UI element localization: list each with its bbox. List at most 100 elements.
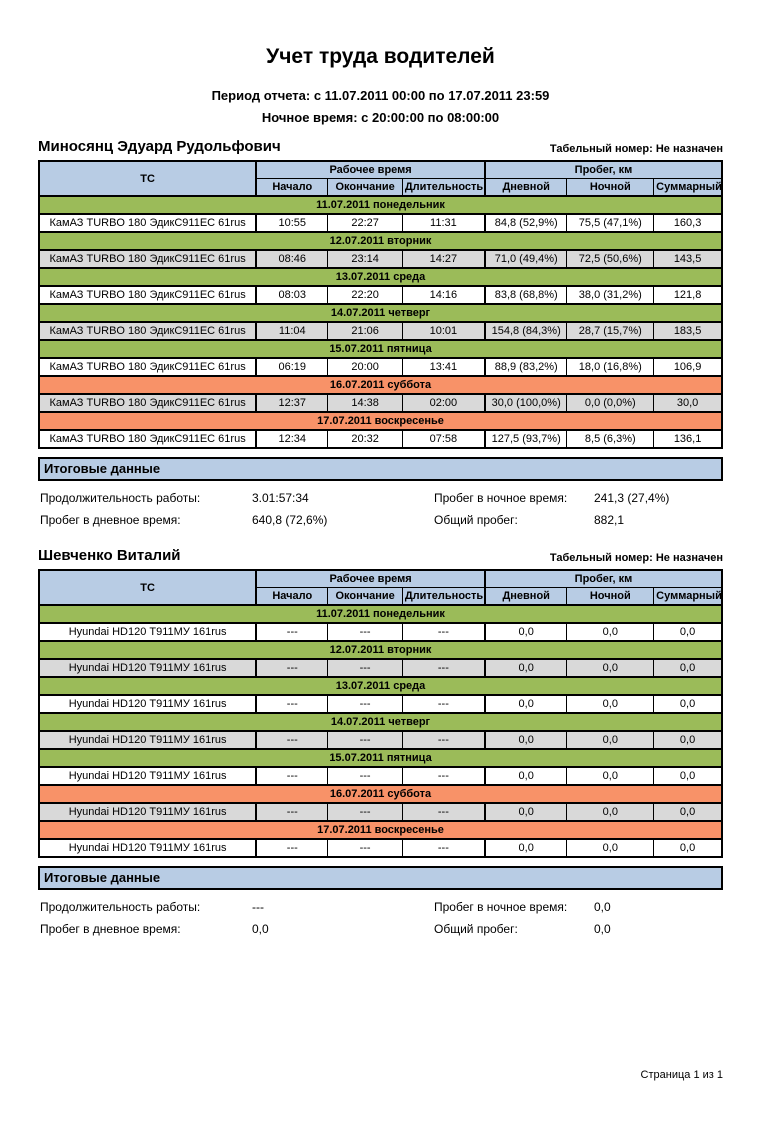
cell-day: 154,8 (84,3%): [483, 321, 568, 341]
cell-night: 0,0 (0,0%): [566, 393, 655, 413]
cell-duration: ---: [401, 730, 486, 750]
day-band-label: 11.07.2011 понедельник: [38, 604, 723, 624]
col-header-duration: Длительность: [401, 178, 486, 197]
cell-day: 0,0: [483, 658, 568, 678]
driver-work-table: ТС Рабочее время Пробег, км Начало Оконч…: [38, 160, 723, 449]
cell-vehicle: КамАЗ TURBO 180 ЭдикС911ЕС 61rus: [38, 213, 257, 233]
table-head: ТС Рабочее время Пробег, км Начало Оконч…: [38, 160, 723, 197]
vehicle-data-row: КамАЗ TURBO 180 ЭдикС911ЕС 61rus 12:34 20:…: [38, 429, 723, 449]
cell-night: 0,0: [566, 766, 655, 786]
group-header-mileage: Пробег, км: [483, 160, 723, 179]
cell-start: ---: [255, 766, 329, 786]
vehicle-data-row: КамАЗ TURBO 180 ЭдикС911ЕС 61rus 11:04 21:…: [38, 321, 723, 341]
cell-total: 183,5: [653, 321, 723, 341]
cell-duration: ---: [401, 622, 486, 642]
cell-total: 0,0: [653, 694, 723, 714]
col-header-start: Начало: [255, 587, 329, 606]
day-band-row: 13.07.2011 среда: [38, 676, 723, 696]
cell-start: 11:04: [255, 321, 329, 341]
cell-start: 12:37: [255, 393, 329, 413]
day-band-label: 12.07.2011 вторник: [38, 640, 723, 660]
page-title: Учет труда водителей: [266, 45, 495, 68]
cell-total: 136,1: [653, 429, 723, 449]
cell-night: 38,0 (31,2%): [566, 285, 655, 305]
summary-label-night-mileage: Пробег в ночное время:: [434, 491, 568, 505]
summary-label-total-mileage: Общий пробег:: [434, 922, 518, 936]
driver-header: Шевченко Виталий Табельный номер: Не наз…: [38, 547, 723, 564]
cell-day: 0,0: [483, 694, 568, 714]
col-header-day: Дневной: [483, 587, 568, 606]
cell-night: 18,0 (16,8%): [566, 357, 655, 377]
group-header-work-time: Рабочее время: [255, 160, 486, 179]
table-body: 11.07.2011 понедельник КамАЗ TURBO 180 Эд…: [38, 195, 723, 449]
cell-total: 0,0: [653, 622, 723, 642]
day-band-row: 15.07.2011 пятница: [38, 339, 723, 359]
summary-label-night-mileage: Пробег в ночное время:: [434, 900, 568, 914]
cell-vehicle: КамАЗ TURBO 180 ЭдикС911ЕС 61rus: [38, 429, 257, 449]
vehicle-data-row: Hyundai HD120 Т911МУ 161rus --- --- --- 0,0 0…: [38, 766, 723, 786]
day-band-row: 12.07.2011 вторник: [38, 640, 723, 660]
personnel-number: Табельный номер: Не назначен: [549, 143, 723, 155]
cell-duration: ---: [401, 838, 486, 858]
cell-day: 0,0: [483, 622, 568, 642]
cell-start: ---: [255, 838, 329, 858]
driver-work-table: ТС Рабочее время Пробег, км Начало Оконч…: [38, 569, 723, 858]
group-header-mileage: Пробег, км: [483, 569, 723, 588]
day-band-row: 17.07.2011 воскресенье: [38, 820, 723, 840]
day-band-label: 15.07.2011 пятница: [38, 339, 723, 359]
cell-total: 160,3: [653, 213, 723, 233]
cell-vehicle: КамАЗ TURBO 180 ЭдикС911ЕС 61rus: [38, 357, 257, 377]
cell-end: ---: [327, 838, 403, 858]
day-band-label: 12.07.2011 вторник: [38, 231, 723, 251]
day-band-row: 13.07.2011 среда: [38, 267, 723, 287]
cell-night: 0,0: [566, 802, 655, 822]
driver-section-2: Шевченко Виталий Табельный номер: Не наз…: [38, 547, 723, 936]
summary-label-day-mileage: Пробег в дневное время:: [40, 513, 181, 527]
cell-day: 0,0: [483, 730, 568, 750]
cell-total: 0,0: [653, 838, 723, 858]
cell-night: 0,0: [566, 658, 655, 678]
cell-total: 0,0: [653, 730, 723, 750]
col-header-total: Суммарный: [653, 178, 723, 197]
col-header-total: Суммарный: [653, 587, 723, 606]
day-band-row: 11.07.2011 понедельник: [38, 604, 723, 624]
cell-day: 30,0 (100,0%): [483, 393, 568, 413]
cell-start: 08:46: [255, 249, 329, 269]
cell-vehicle: Hyundai HD120 Т911МУ 161rus: [38, 730, 257, 750]
vehicle-data-row: Hyundai HD120 Т911МУ 161rus --- --- --- 0,0 0…: [38, 694, 723, 714]
cell-total: 30,0: [653, 393, 723, 413]
vehicle-data-row: КамАЗ TURBO 180 ЭдикС911ЕС 61rus 06:19 20:…: [38, 357, 723, 377]
day-band-label: 14.07.2011 четверг: [38, 303, 723, 323]
cell-end: ---: [327, 694, 403, 714]
cell-duration: ---: [401, 658, 486, 678]
day-band-row: 16.07.2011 суббота: [38, 375, 723, 395]
cell-night: 75,5 (47,1%): [566, 213, 655, 233]
day-band-label: 14.07.2011 четверг: [38, 712, 723, 732]
cell-start: ---: [255, 658, 329, 678]
cell-end: ---: [327, 658, 403, 678]
summary-label-work-duration: Продолжительность работы:: [40, 491, 201, 505]
day-band-row: 12.07.2011 вторник: [38, 231, 723, 251]
cell-vehicle: Hyundai HD120 Т911МУ 161rus: [38, 694, 257, 714]
col-header-vehicle: ТС: [38, 569, 257, 606]
cell-total: 143,5: [653, 249, 723, 269]
cell-end: 20:00: [327, 357, 403, 377]
cell-night: 72,5 (50,6%): [566, 249, 655, 269]
day-band-label: 17.07.2011 воскресенье: [38, 820, 723, 840]
day-band-label: 11.07.2011 понедельник: [38, 195, 723, 215]
summary-value-work-duration: ---: [252, 900, 264, 914]
night-time-range: Ночное время: с 20:00:00 по 08:00:00: [261, 110, 500, 125]
cell-total: 0,0: [653, 658, 723, 678]
cell-vehicle: Hyundai HD120 Т911МУ 161rus: [38, 658, 257, 678]
summary-value-night-mileage: 0,0: [594, 900, 611, 914]
vehicle-data-row: Hyundai HD120 Т911МУ 161rus --- --- --- 0,0 0…: [38, 838, 723, 858]
table-head: ТС Рабочее время Пробег, км Начало Оконч…: [38, 569, 723, 606]
cell-start: ---: [255, 802, 329, 822]
cell-vehicle: Hyundai HD120 Т911МУ 161rus: [38, 802, 257, 822]
vehicle-data-row: КамАЗ TURBO 180 ЭдикС911ЕС 61rus 08:46 23:…: [38, 249, 723, 269]
driver-header: Миносянц Эдуард Рудольфович Табельный но…: [38, 138, 723, 155]
cell-end: ---: [327, 622, 403, 642]
cell-duration: 07:58: [401, 429, 486, 449]
day-band-row: 11.07.2011 понедельник: [38, 195, 723, 215]
cell-end: 14:38: [327, 393, 403, 413]
